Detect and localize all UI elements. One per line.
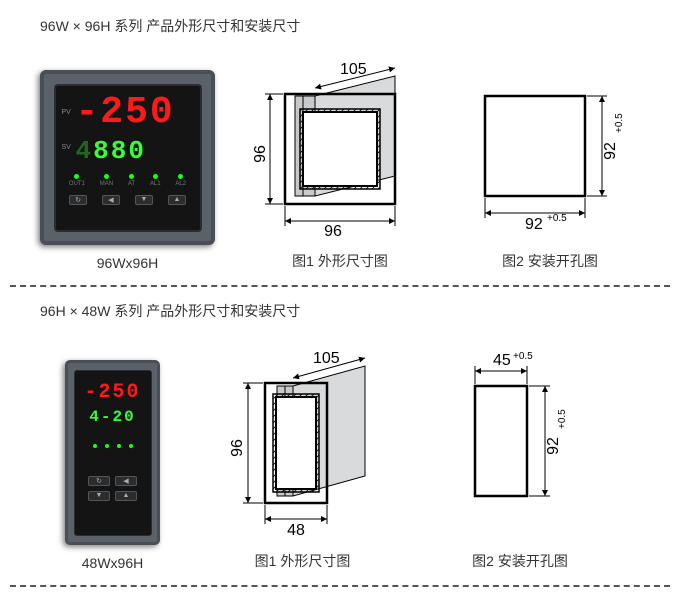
dim-w-96: 96	[324, 223, 342, 240]
btn48-down-icon: ▼	[88, 491, 110, 501]
dim-cutw-tol-48: +0.5	[513, 351, 533, 362]
pv48-value: -250	[84, 381, 140, 404]
section2-title: 96H × 48W 系列 产品外形尺寸和安装尺寸	[40, 301, 670, 321]
fig1-48-col: 105 48 96 图1 外形尺寸图	[215, 331, 390, 571]
device-96x96-buttons: ↻ ◀ ▼ ▲	[62, 195, 194, 205]
dim-cutw-48: 45	[493, 352, 511, 369]
fig2-96-caption: 图2 安装开孔图	[502, 251, 598, 271]
device-48x96: -250 4-20 ↻ ◀ ▼ ▲	[65, 360, 160, 545]
section-96x96: 96W × 96H 系列 产品外形尺寸和安装尺寸 PV -250 SV 4880…	[10, 16, 670, 271]
led-at: AT	[128, 174, 135, 187]
fig2-48-caption: 图2 安装开孔图	[472, 551, 568, 571]
device-48x96-panel: -250 4-20 ↻ ◀ ▼ ▲	[74, 370, 152, 536]
dim-h-96: 96	[252, 145, 269, 163]
led-al2: AL2	[175, 174, 186, 187]
dim-cuth-96: 92	[602, 142, 619, 160]
device-48x96-col: -250 4-20 ↻ ◀ ▼ ▲ 48Wx96H	[65, 360, 160, 571]
dim-depth-96: 105	[340, 61, 367, 78]
fig1-96-drawing: 105 96 96	[245, 46, 435, 241]
btn48-left-icon: ◀	[115, 476, 137, 486]
device-96x96-label: 96Wx96H	[97, 255, 158, 271]
device-96x96-panel: PV -250 SV 4880 OUT1 MAN AT AL1 AL2	[54, 84, 202, 232]
device-48x96-label: 48Wx96H	[82, 555, 143, 571]
fig2-96-drawing: 92 +0.5 92 +0.5	[465, 71, 635, 241]
dim-w-48: 48	[287, 522, 305, 539]
led-al1: AL1	[150, 174, 161, 187]
btn-cycle-icon: ↻	[69, 195, 87, 205]
dim-cuth-tol-48: +0.5	[557, 409, 568, 429]
fig2-96-col: 92 +0.5 92 +0.5 图2 安装开孔图	[465, 71, 635, 271]
dim-cutw-96: 92	[525, 216, 543, 233]
btn-left-icon: ◀	[102, 195, 120, 205]
fig1-96-caption: 图1 外形尺寸图	[292, 251, 388, 271]
device-96x96-leds: OUT1 MAN AT AL1 AL2	[62, 174, 194, 187]
fig2-48-drawing: 45 +0.5 92 +0.5	[445, 351, 595, 541]
btn48-up-icon: ▲	[115, 491, 137, 501]
fig1-48-caption: 图1 外形尺寸图	[255, 551, 351, 571]
fig1-96-col: 105 96 96 图1 外形尺寸图	[245, 46, 435, 271]
device-48x96-buttons: ↻ ◀ ▼ ▲	[79, 476, 147, 501]
led-man: MAN	[100, 174, 113, 187]
sv-label: SV	[62, 144, 72, 151]
dim-depth-48: 105	[313, 350, 340, 367]
device-96x96: PV -250 SV 4880 OUT1 MAN AT AL1 AL2	[40, 70, 215, 245]
pv-label: PV	[62, 109, 72, 116]
device-48x96-leds	[93, 444, 133, 448]
dim-cutw-tol-96: +0.5	[547, 213, 567, 224]
sv-value: 4880	[76, 138, 146, 164]
pv-value: -250	[76, 94, 175, 132]
section-divider	[10, 285, 670, 287]
device-96x96-col: PV -250 SV 4880 OUT1 MAN AT AL1 AL2	[40, 70, 215, 271]
bottom-divider	[10, 585, 670, 587]
btn-down-icon: ▼	[135, 195, 153, 205]
section1-title: 96W × 96H 系列 产品外形尺寸和安装尺寸	[40, 16, 670, 36]
dim-h-48: 96	[229, 439, 246, 457]
sv48-value: 4-20	[89, 408, 135, 426]
section-48x96: 96H × 48W 系列 产品外形尺寸和安装尺寸 -250 4-20 ↻ ◀ ▼…	[10, 301, 670, 571]
section1-row: PV -250 SV 4880 OUT1 MAN AT AL1 AL2	[10, 46, 670, 271]
dim-cuth-tol-96: +0.5	[614, 113, 625, 133]
btn-up-icon: ▲	[168, 195, 186, 205]
fig2-48-col: 45 +0.5 92 +0.5 图2 安装开孔图	[445, 351, 595, 571]
fig1-48-drawing: 105 48 96	[215, 331, 390, 541]
led-out1: OUT1	[69, 174, 85, 187]
section2-row: -250 4-20 ↻ ◀ ▼ ▲ 48Wx96H	[10, 331, 670, 571]
btn48-cycle-icon: ↻	[88, 476, 110, 486]
dim-cuth-48: 92	[545, 437, 562, 455]
